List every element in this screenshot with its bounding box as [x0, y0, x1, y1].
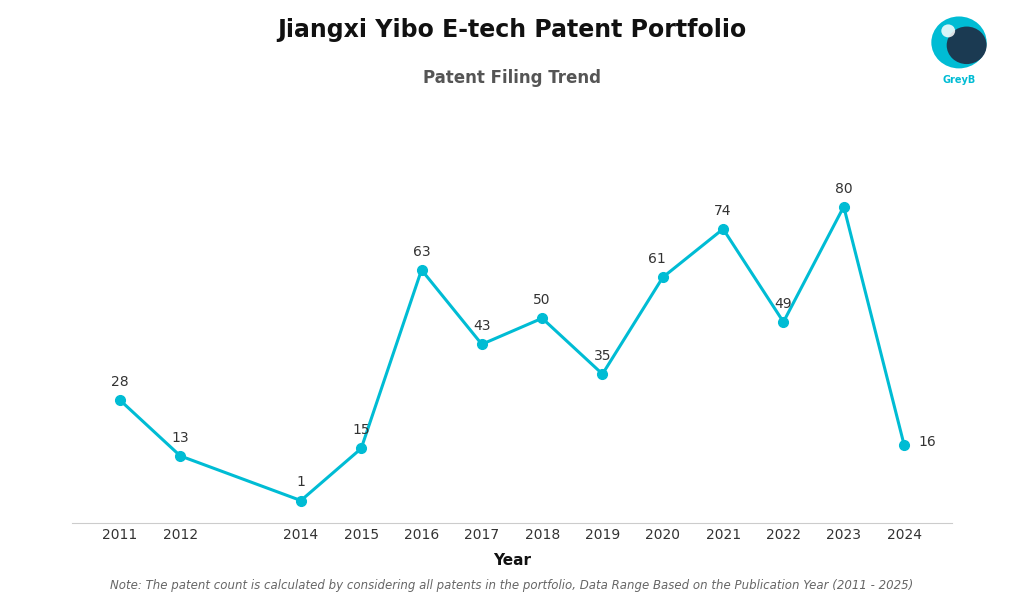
Text: Jiangxi Yibo E-tech Patent Portfolio: Jiangxi Yibo E-tech Patent Portfolio	[278, 18, 746, 42]
Text: Patent Filing Trend: Patent Filing Trend	[423, 69, 601, 87]
Text: GreyB: GreyB	[942, 75, 976, 85]
Text: 49: 49	[774, 297, 793, 311]
Text: 63: 63	[413, 245, 430, 259]
Text: 61: 61	[648, 252, 667, 266]
Text: 80: 80	[835, 182, 853, 195]
X-axis label: Year: Year	[493, 553, 531, 568]
Text: 28: 28	[112, 375, 129, 389]
Text: 13: 13	[171, 431, 189, 445]
Text: Note: The patent count is calculated by considering all patents in the portfolio: Note: The patent count is calculated by …	[111, 579, 913, 592]
Text: 16: 16	[918, 435, 936, 449]
Circle shape	[941, 25, 955, 37]
Circle shape	[932, 16, 987, 69]
Text: 35: 35	[594, 349, 611, 363]
Text: 74: 74	[715, 204, 732, 218]
Circle shape	[946, 26, 986, 64]
Text: 43: 43	[473, 319, 490, 333]
Text: 50: 50	[534, 293, 551, 307]
Text: 15: 15	[352, 423, 370, 438]
Text: 1: 1	[297, 475, 305, 489]
